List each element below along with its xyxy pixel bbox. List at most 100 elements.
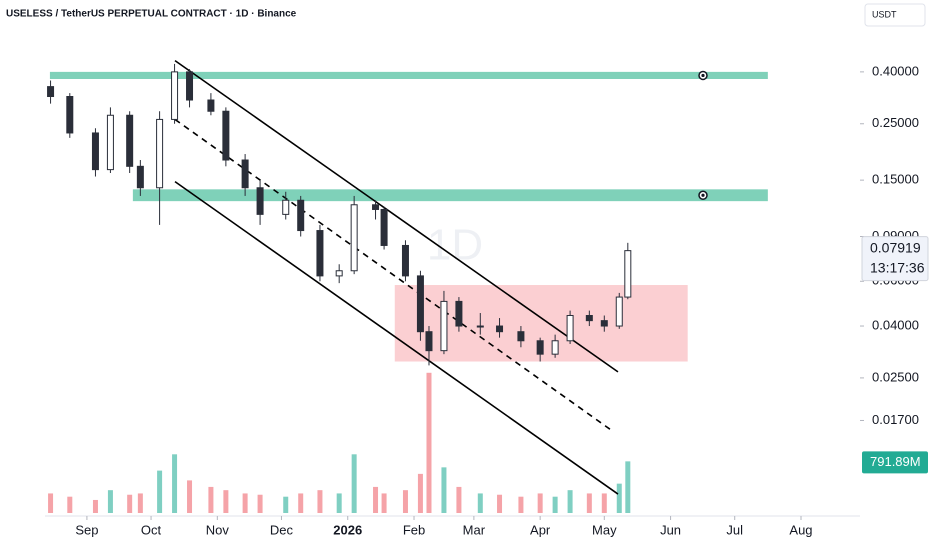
volume-bar xyxy=(373,486,379,513)
candle-body xyxy=(66,96,74,134)
candle-body xyxy=(585,315,593,322)
zone xyxy=(132,189,768,202)
candle-body xyxy=(256,187,264,215)
last-volume: 791.89M xyxy=(870,454,921,469)
y-tick-label: 0.02500 xyxy=(872,369,919,384)
candle-body xyxy=(380,208,388,246)
volume-bar xyxy=(336,493,342,513)
volume-bar xyxy=(518,496,524,513)
volume-bar xyxy=(381,493,387,513)
volume-bar xyxy=(625,461,631,513)
candle-body xyxy=(171,71,179,120)
volume-bar xyxy=(67,496,73,513)
watermark: 1D xyxy=(427,221,483,270)
candle-body xyxy=(156,118,164,189)
x-tick-label: Aug xyxy=(789,522,812,537)
x-tick-label: Oct xyxy=(141,522,162,537)
countdown: 13:17:36 xyxy=(870,259,925,275)
candle-body xyxy=(615,296,623,327)
volume-bar xyxy=(567,490,573,513)
x-tick-label: Mar xyxy=(463,522,486,537)
x-tick-label: Dec xyxy=(270,522,294,537)
candle-body xyxy=(282,199,290,215)
currency[interactable]: USDT xyxy=(872,9,897,19)
volume-bar xyxy=(172,454,178,513)
x-tick-label: May xyxy=(592,522,617,537)
x-tick-label: Jul xyxy=(726,522,743,537)
volume-bar xyxy=(426,372,432,513)
trend-line xyxy=(174,180,619,495)
candle-body xyxy=(126,114,134,167)
candle-body xyxy=(335,270,343,277)
x-tick-label: Jun xyxy=(660,522,681,537)
x-tick-label: Feb xyxy=(403,522,425,537)
candle-body xyxy=(551,340,559,355)
candle-body xyxy=(47,86,55,98)
trend-line xyxy=(174,59,619,373)
x-tick-label: Apr xyxy=(530,522,551,537)
volume-bar xyxy=(283,496,289,513)
volume-bar xyxy=(351,454,357,513)
volume-bar xyxy=(257,494,263,513)
volume-bar xyxy=(137,493,143,513)
volume-bar xyxy=(223,490,229,513)
chart-title: USELESS / TetherUS PERPETUAL CONTRACT · … xyxy=(6,9,297,20)
zone xyxy=(49,71,768,80)
candle-body xyxy=(372,204,380,210)
candle-body xyxy=(186,71,194,101)
candle-body xyxy=(425,331,433,352)
price-box xyxy=(861,236,929,282)
candle-body xyxy=(91,132,99,171)
volume-bar xyxy=(417,473,423,513)
candle-body xyxy=(241,159,249,189)
volume-bar xyxy=(456,486,462,513)
x-tick-label: 2026 xyxy=(333,522,362,537)
candle-body xyxy=(455,300,463,327)
eye-pupil xyxy=(701,193,705,197)
candle-body xyxy=(416,275,424,333)
candle-body xyxy=(222,110,230,161)
candle-body xyxy=(566,315,574,342)
candle-body xyxy=(136,165,144,189)
y-tick-label: 0.01700 xyxy=(872,412,919,427)
volume-bar xyxy=(537,493,543,513)
volume-bar xyxy=(48,493,54,513)
candle-body xyxy=(600,320,608,327)
volume-bar xyxy=(107,490,113,513)
volume-bar xyxy=(477,493,483,513)
volume-bar xyxy=(586,493,592,513)
eye-pupil xyxy=(701,73,705,78)
candle-body xyxy=(106,114,114,171)
candle-body xyxy=(476,325,484,328)
volume-bar xyxy=(157,470,163,513)
candle-body xyxy=(517,331,525,342)
candle-body xyxy=(440,300,448,352)
candle-body xyxy=(624,250,632,298)
volume-bar xyxy=(187,480,193,513)
currency-box[interactable] xyxy=(864,3,926,27)
y-tick-label: 0.25000 xyxy=(872,115,919,130)
volume-bar xyxy=(552,496,558,513)
volume-bar xyxy=(441,467,447,513)
volume-bar xyxy=(497,494,503,513)
y-tick-label: 0.15000 xyxy=(872,172,919,187)
candle-body xyxy=(350,204,358,272)
volume-bar xyxy=(127,494,133,513)
last-price: 0.07919 xyxy=(870,239,921,255)
x-tick-label: Sep xyxy=(75,522,98,537)
volume-bar xyxy=(242,493,248,513)
volume-bar xyxy=(208,486,214,513)
candle-body xyxy=(496,325,504,333)
y-tick-label: 0.40000 xyxy=(872,63,919,78)
volume-bar xyxy=(616,483,622,513)
volume-bar xyxy=(317,490,323,513)
y-tick-label: 0.04000 xyxy=(872,317,919,332)
candle-body xyxy=(316,230,324,277)
candle-body xyxy=(536,340,544,355)
volume-bar xyxy=(402,490,408,513)
volume-bar xyxy=(601,493,607,513)
candle-body xyxy=(297,199,305,232)
volume-bar xyxy=(298,493,304,513)
candle-body xyxy=(207,99,215,112)
